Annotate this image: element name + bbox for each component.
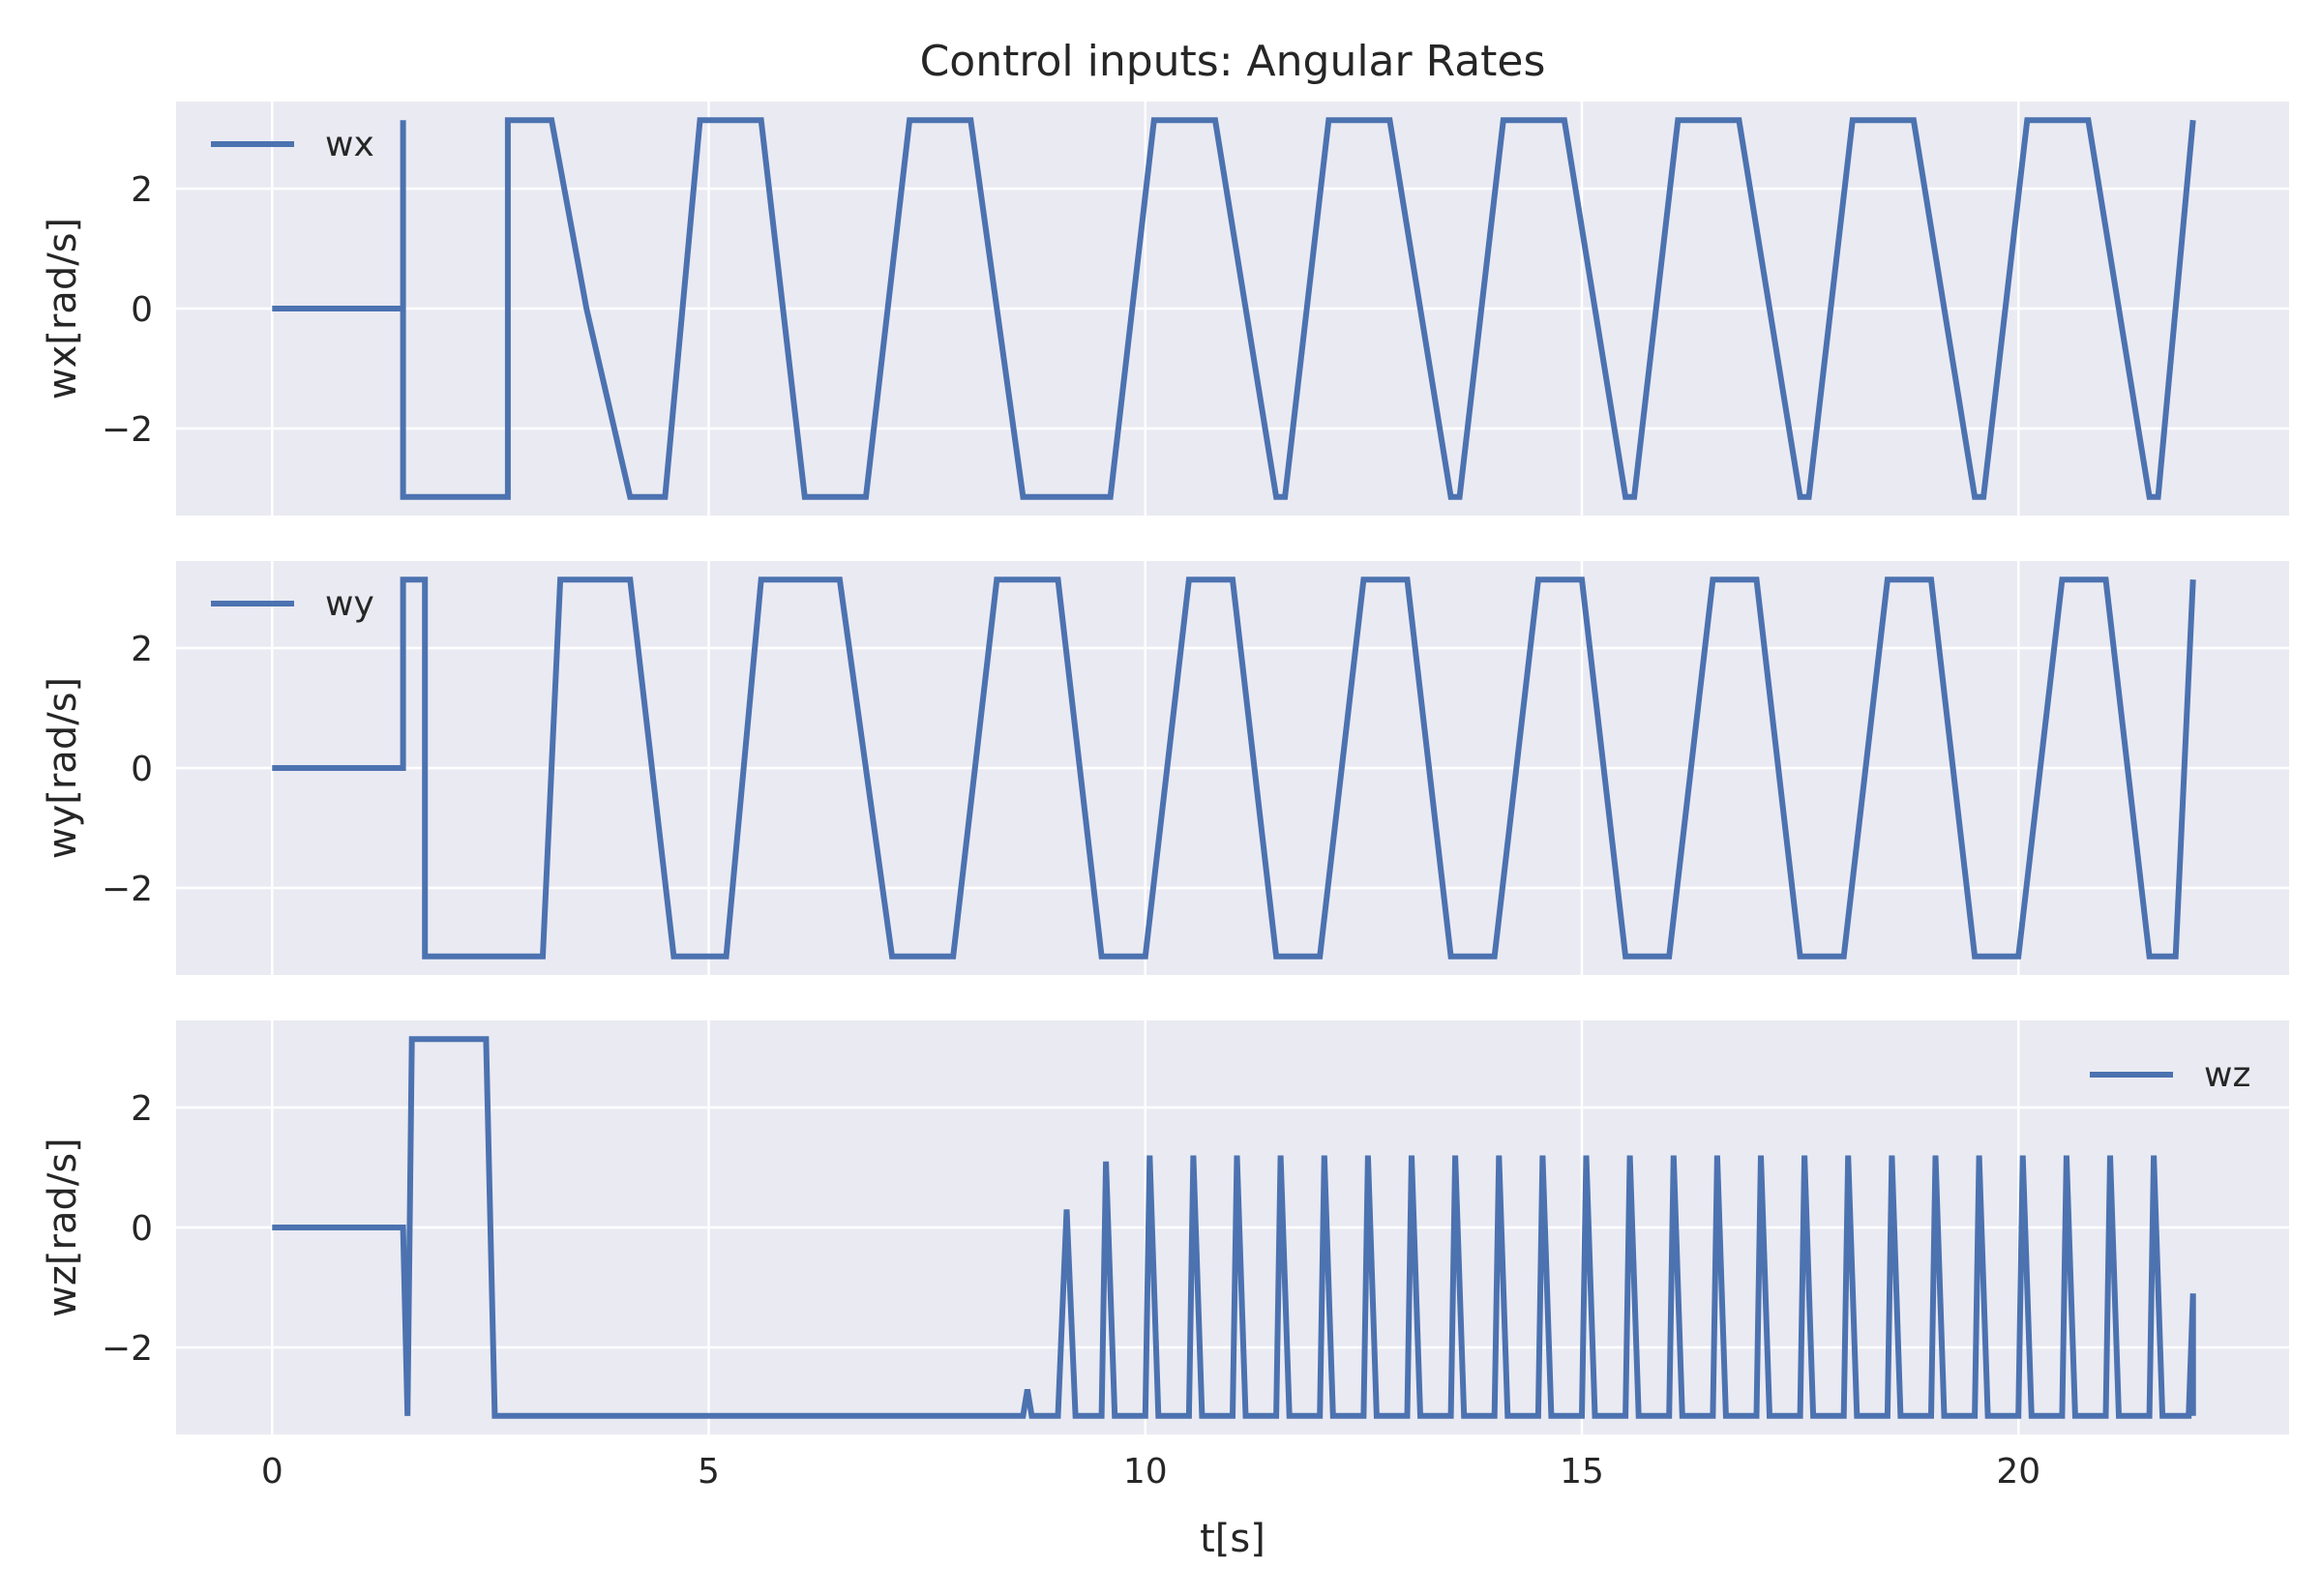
legend-wy: wy [211,584,374,624]
y-tick-label: 0 [131,290,153,330]
y-tick-label: 2 [131,630,153,669]
y-axis-label-wy: wy[rad/s] [41,677,85,859]
y-tick-label: 2 [131,1089,153,1129]
x-tick-label: 20 [1996,1452,2040,1492]
y-axis-label-wx: wx[rad/s] [41,218,85,399]
y-tick-label: 0 [131,750,153,789]
y-tick-label: 0 [131,1209,153,1249]
x-tick-label: 10 [1123,1452,1168,1492]
x-axis-label: t[s] [1200,1517,1265,1561]
x-tick-label: 15 [1560,1452,1604,1492]
panel-wx: −2 0 2 wx[rad/s] wx [41,102,2289,516]
series-line-wz [272,1036,2196,1419]
y-tick-label: −2 [102,870,153,909]
legend-label: wz [2204,1055,2250,1095]
y-tick-label: 2 [131,170,153,210]
y-axis-label-wz: wz[rad/s] [41,1138,85,1317]
legend-label: wx [325,125,374,164]
y-tick-label: −2 [102,410,153,450]
chart-title: Control inputs: Angular Rates [920,37,1546,86]
legend-wx: wx [211,125,374,164]
series-line-wy [272,576,2196,960]
panel-wy: −2 0 2 wy[rad/s] wy [41,561,2289,975]
x-tick-label: 0 [261,1452,283,1492]
legend-label: wy [325,584,374,624]
legend-wz: wz [2090,1055,2250,1095]
x-tick-label: 5 [698,1452,720,1492]
y-tick-label: −2 [102,1329,153,1369]
series-line-wx [272,117,2196,500]
